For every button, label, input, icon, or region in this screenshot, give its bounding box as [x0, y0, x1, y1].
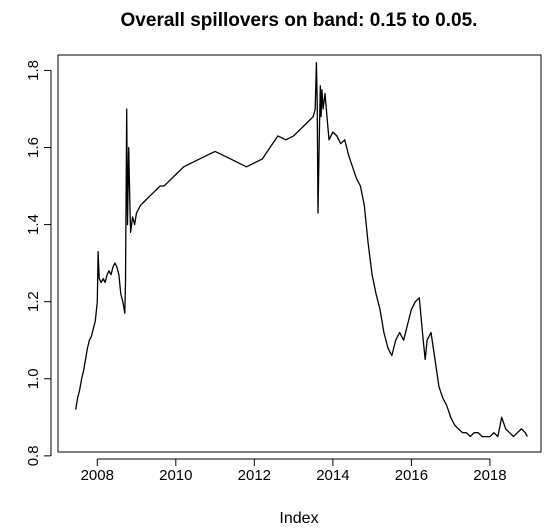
- y-tick-label: 1.0: [25, 368, 42, 389]
- series-line: [75, 62, 528, 438]
- y-tick-label: 0.8: [25, 445, 42, 466]
- y-tick-label: 1.6: [25, 137, 42, 158]
- x-tick-label: 2016: [395, 467, 428, 484]
- plot-frame: [57, 54, 542, 453]
- x-tick-label: 2012: [238, 467, 271, 484]
- y-tick-label: 1.8: [25, 60, 42, 81]
- x-tick-label: 2018: [473, 467, 506, 484]
- y-tick-label: 1.2: [25, 291, 42, 312]
- y-tick-label: 1.4: [25, 214, 42, 235]
- x-axis-label: Index: [279, 510, 318, 527]
- x-axis: 2008 2010 2012 2014 2016 2018: [81, 458, 507, 484]
- y-axis: 0.8 1.0 1.2 1.4 1.6 1.8: [25, 60, 52, 466]
- x-tick-label: 2014: [316, 467, 349, 484]
- chart-title: Overall spillovers on band: 0.15 to 0.05…: [121, 10, 478, 31]
- x-tick-label: 2008: [81, 467, 114, 484]
- x-tick-label: 2010: [159, 467, 192, 484]
